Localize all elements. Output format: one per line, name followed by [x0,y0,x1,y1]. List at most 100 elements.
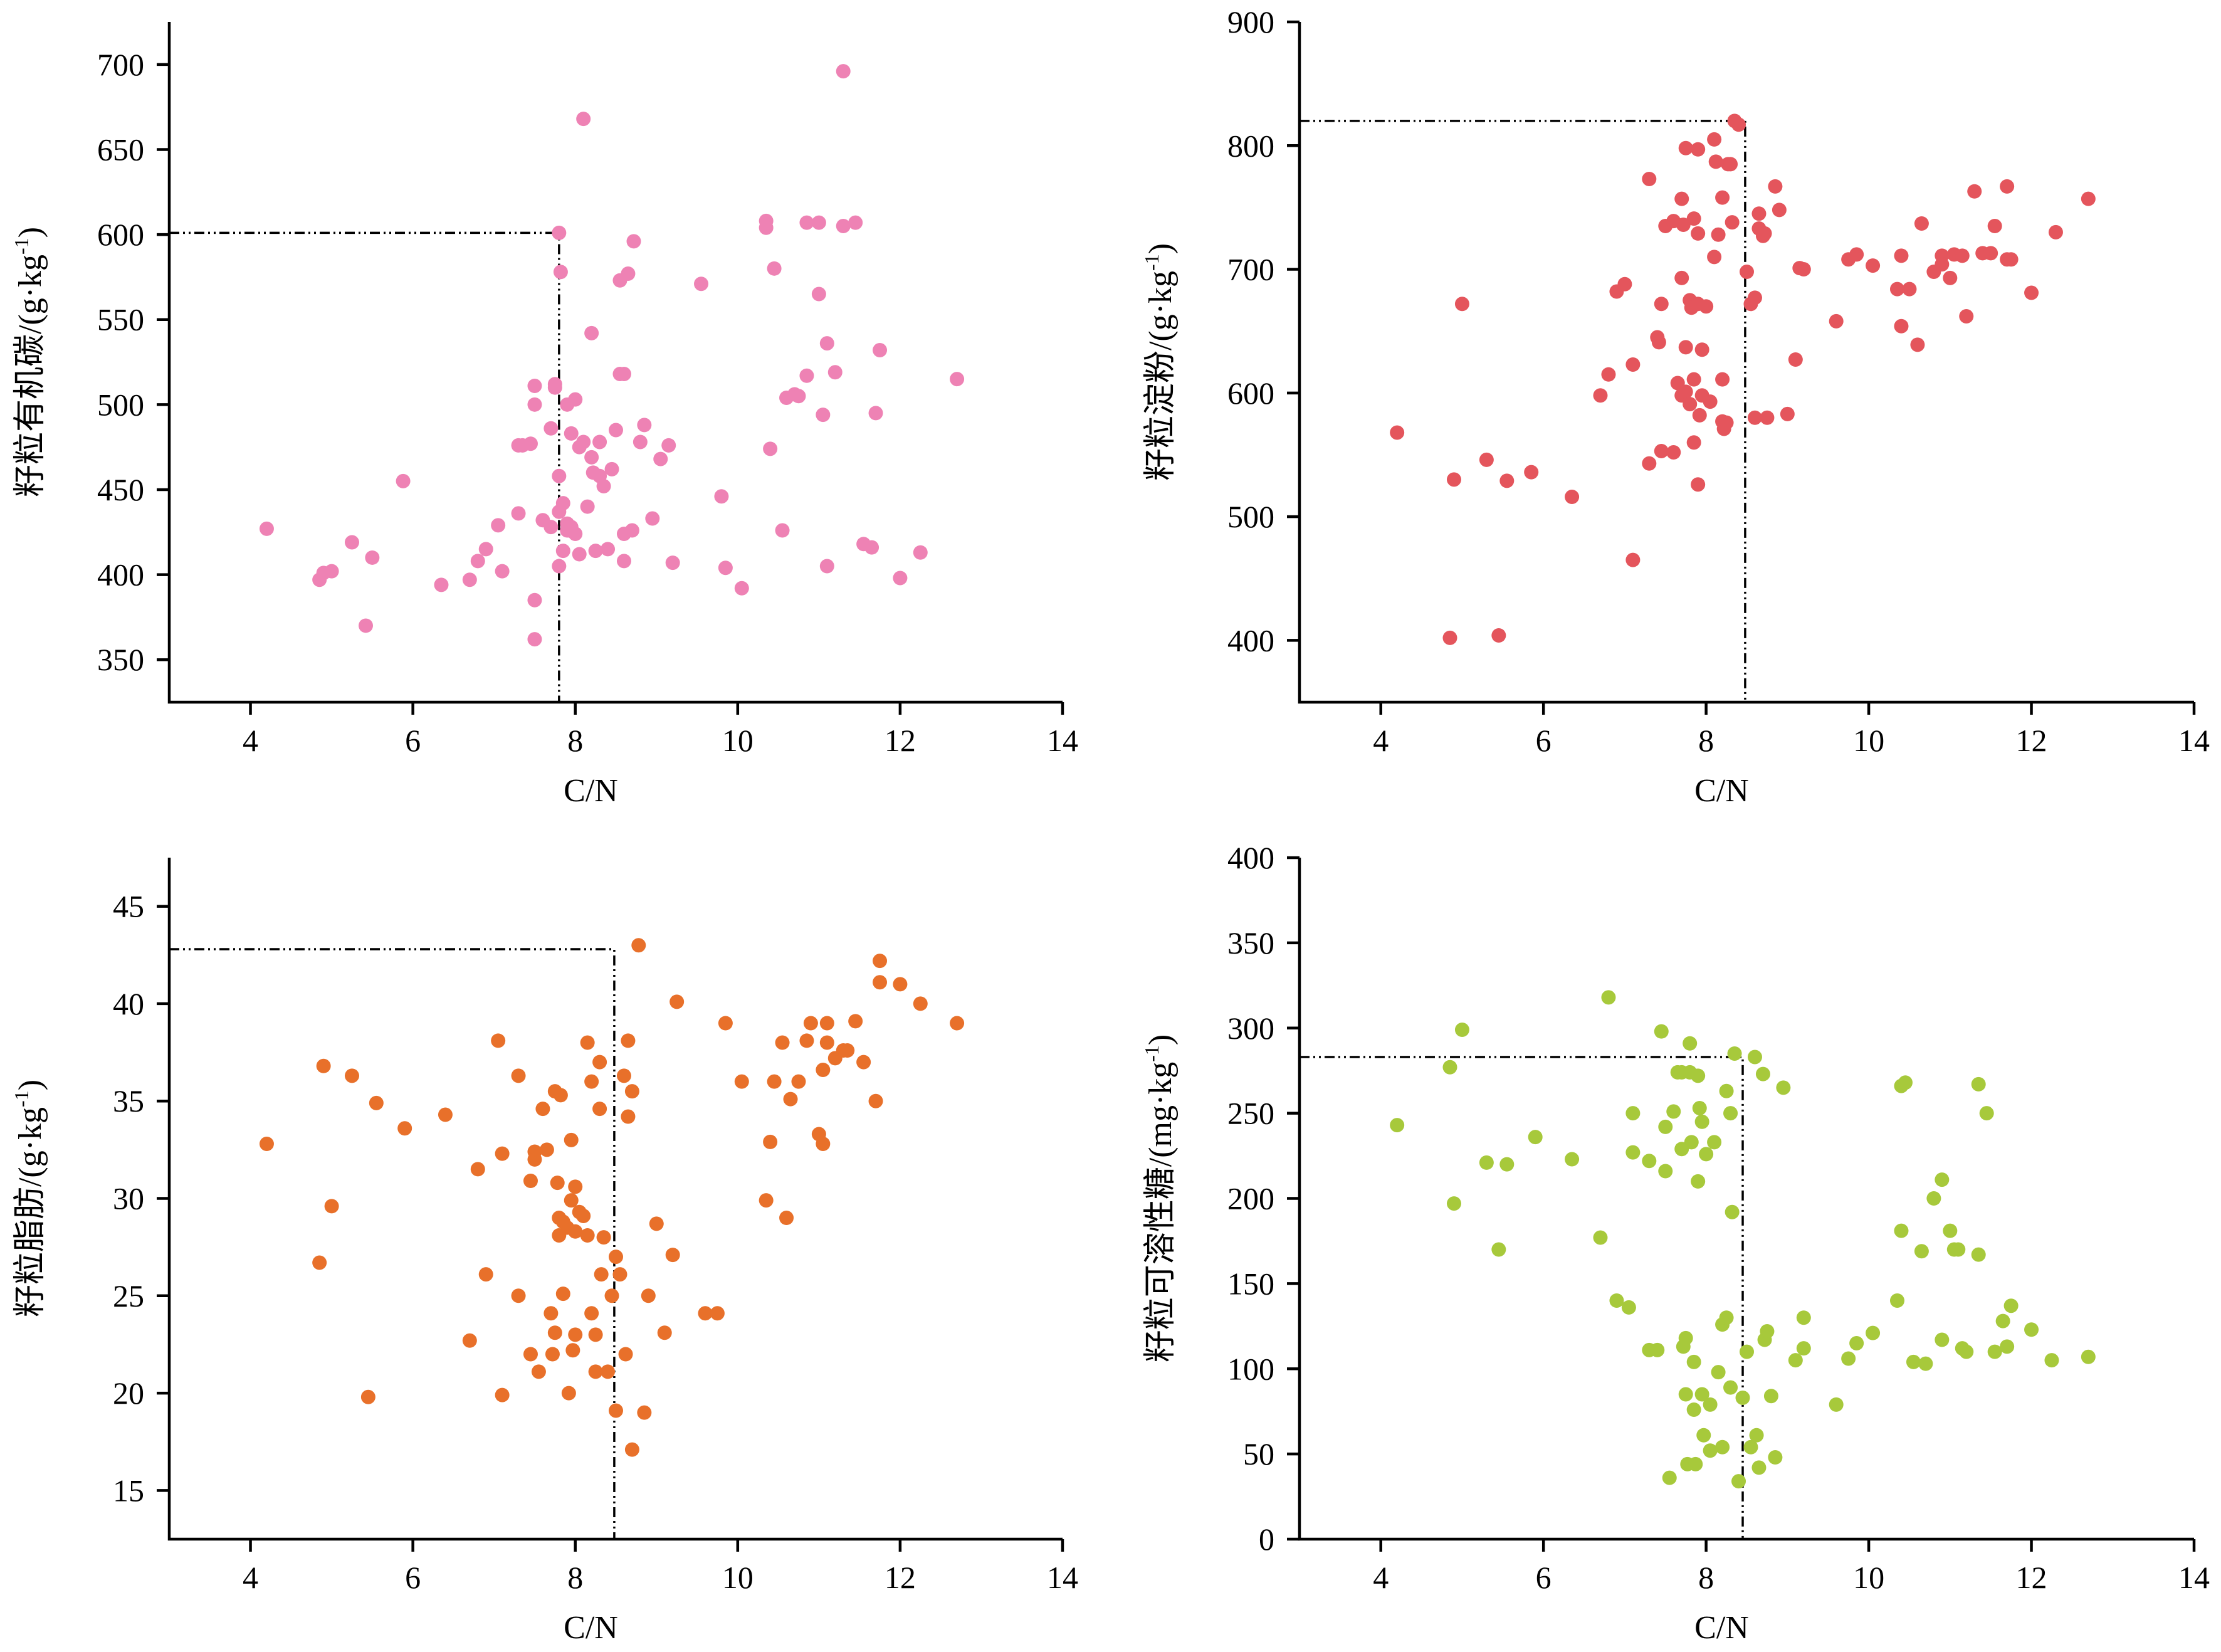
scatter-point [564,1193,579,1208]
scatter-point [1849,1335,1864,1350]
scatter-point [624,1084,639,1099]
scatter-point [588,1364,603,1379]
scatter-point [369,1095,384,1110]
scatter-point [1894,318,1909,334]
scatter-point [1625,357,1641,372]
scatter-point [763,441,778,456]
y-axis-label-superscript: -1 [1140,254,1163,271]
scatter-point [710,1306,725,1321]
scatter-point [1910,337,1925,352]
scatter-point [873,343,888,358]
scatter-point [624,523,639,538]
scatter-point [1686,211,1701,226]
scatter-point [1692,408,1707,423]
scatter-point [893,977,908,992]
y-axis-label-main: 籽粒淀粉/(g·kg [1143,271,1179,481]
scatter-point [1731,117,1746,132]
scatter-point [1760,410,1775,425]
scatter-point [568,526,583,541]
threshold-line [1300,120,1746,702]
scatter-point [527,378,542,393]
y-tick-label: 0 [1259,1522,1274,1557]
scatter-point [594,1267,609,1282]
scatter-point [434,577,449,592]
scatter-point [596,479,611,494]
scatter-point [657,1325,672,1340]
scatter-point [827,365,843,380]
y-tick-label: 500 [97,387,144,422]
scatter-point [584,325,599,340]
y-axis-label-close: ) [13,1080,48,1090]
x-tick-label: 6 [1536,1560,1552,1595]
scatter-point [1662,1470,1677,1485]
x-tick-label: 8 [567,1560,583,1595]
scatter-point [550,1176,565,1191]
scatter-point [1691,142,1706,157]
scatter-point [1651,335,1666,350]
scatter-point [2000,1339,2015,1354]
y-tick-label: 900 [1227,4,1274,39]
y-axis-label-main: 籽粒有机碳/(g·kg [13,255,48,497]
scatter-point [1979,1106,1994,1121]
scatter-point [1747,1050,1762,1065]
scatter-point [836,219,851,233]
scatter-point [1731,1474,1746,1489]
scatter-point [470,554,485,569]
scatter-point [604,1288,619,1303]
scatter-point [1703,1443,1718,1458]
scatter-point [397,1121,412,1136]
scatter-point [811,287,826,302]
scatter-point [1906,1354,1921,1369]
scatter-point [1918,1356,1933,1371]
scatter-point [616,366,631,381]
scatter-point [1723,157,1738,172]
scatter-point [552,468,567,483]
scatter-point [1683,397,1698,412]
scatter-point [495,564,510,579]
scatter-point [576,434,591,450]
scatter-point [1987,1344,2002,1359]
scatter-point [1955,248,1970,263]
x-tick-label: 14 [1047,1560,1078,1595]
y-tick-label: 350 [97,642,144,677]
scatter-point [637,1405,652,1420]
x-tick-label: 8 [1698,1560,1714,1595]
scatter-point [1678,340,1693,355]
scatter-point [2024,1322,2039,1337]
scatter-point [1776,1080,1791,1095]
scatter-point [1740,264,1754,279]
scatter-point [478,1267,493,1282]
scatter-point [552,225,567,240]
scatter-point [1491,628,1506,643]
scatter-point [1491,1242,1506,1257]
scatter-point [596,1230,611,1245]
scatter-point [555,1286,570,1302]
scatter-point [836,64,851,79]
scatter-point [495,1387,510,1402]
scatter-point [1755,1066,1770,1081]
y-tick-label: 600 [97,217,144,252]
scatter-point [1694,1114,1709,1129]
scatter-point [763,1134,778,1149]
scatter-point [1691,1174,1706,1189]
x-tick-label: 4 [1373,723,1389,758]
scatter-point [803,1016,818,1031]
scatter-point [1971,1076,1986,1092]
scatter-point [1683,1036,1698,1051]
y-axis-label-main: 籽粒脂肪/(g·kg [13,1107,48,1317]
scatter-point [840,1043,855,1058]
x-axis-label: C/N [1694,773,1749,809]
scatter-point [543,421,559,436]
scatter-point [1788,1353,1803,1368]
scatter-point [1524,465,1539,480]
scatter-point [1666,445,1681,460]
panel-starch: 4 6 8 10 12 14 400 500 600 700 800 900 C/N 籽粒淀粉/(g·kg… [1140,4,2210,809]
scatter-point [816,1063,831,1078]
scatter-point [568,1327,583,1342]
scatter-point [1694,1387,1709,1402]
scatter-point [1707,250,1722,265]
scatter-point [547,1325,562,1340]
scatter-point [1772,203,1787,218]
scatter-point [1442,1060,1457,1075]
